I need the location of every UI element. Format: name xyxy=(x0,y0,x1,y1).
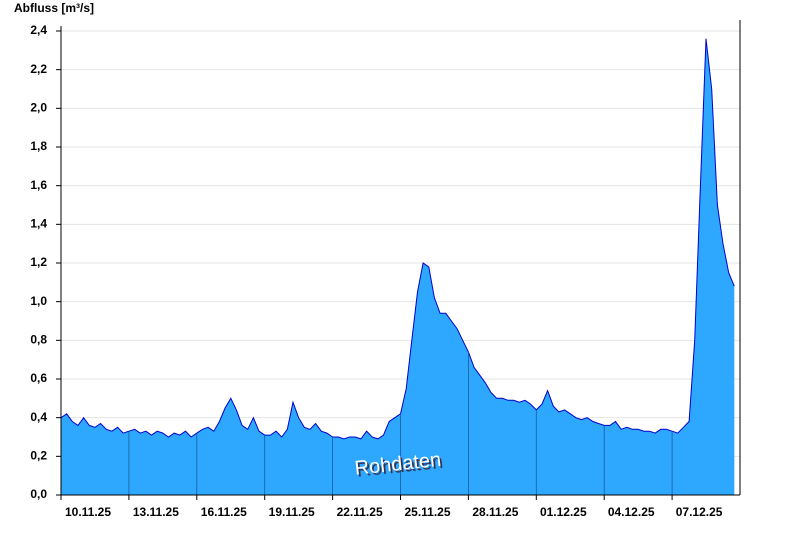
y-tick-label: 1,0 xyxy=(30,294,47,308)
y-tick-label: 0,6 xyxy=(30,371,47,385)
x-tick-label: 19.11.25 xyxy=(269,505,315,519)
chart-title: Abfluss [m³/s] xyxy=(14,1,94,15)
x-tick-label: 10.11.25 xyxy=(65,505,111,519)
area xyxy=(61,38,735,495)
x-tick-label: 25.11.25 xyxy=(404,505,450,519)
y-tick-label: 1,2 xyxy=(30,255,47,269)
x-tick-label: 01.12.25 xyxy=(540,505,587,519)
y-tick-label: 0,4 xyxy=(30,410,47,424)
y-tick-label: 0,8 xyxy=(30,333,47,347)
line xyxy=(60,38,735,440)
x-tick-label: 07.12.25 xyxy=(676,505,723,519)
y-tick-label: 2,0 xyxy=(30,101,47,115)
y-tick-label: 0,2 xyxy=(30,449,47,463)
x-tick-label: 13.11.25 xyxy=(133,505,179,519)
y-tick-label: 0,0 xyxy=(30,487,47,501)
y-tick-label: 1,6 xyxy=(30,178,47,192)
x-tick-label: 16.11.25 xyxy=(201,505,247,519)
y-tick-label: 1,4 xyxy=(30,217,47,231)
x-tick-label: 22.11.25 xyxy=(337,505,383,519)
y-tick-label: 1,8 xyxy=(30,139,47,153)
x-tick-label: 28.11.25 xyxy=(472,505,518,519)
x-tick-label: 04.12.25 xyxy=(608,505,655,519)
y-tick-label: 2,2 xyxy=(30,62,47,76)
y-tick-label: 2,4 xyxy=(30,23,47,37)
